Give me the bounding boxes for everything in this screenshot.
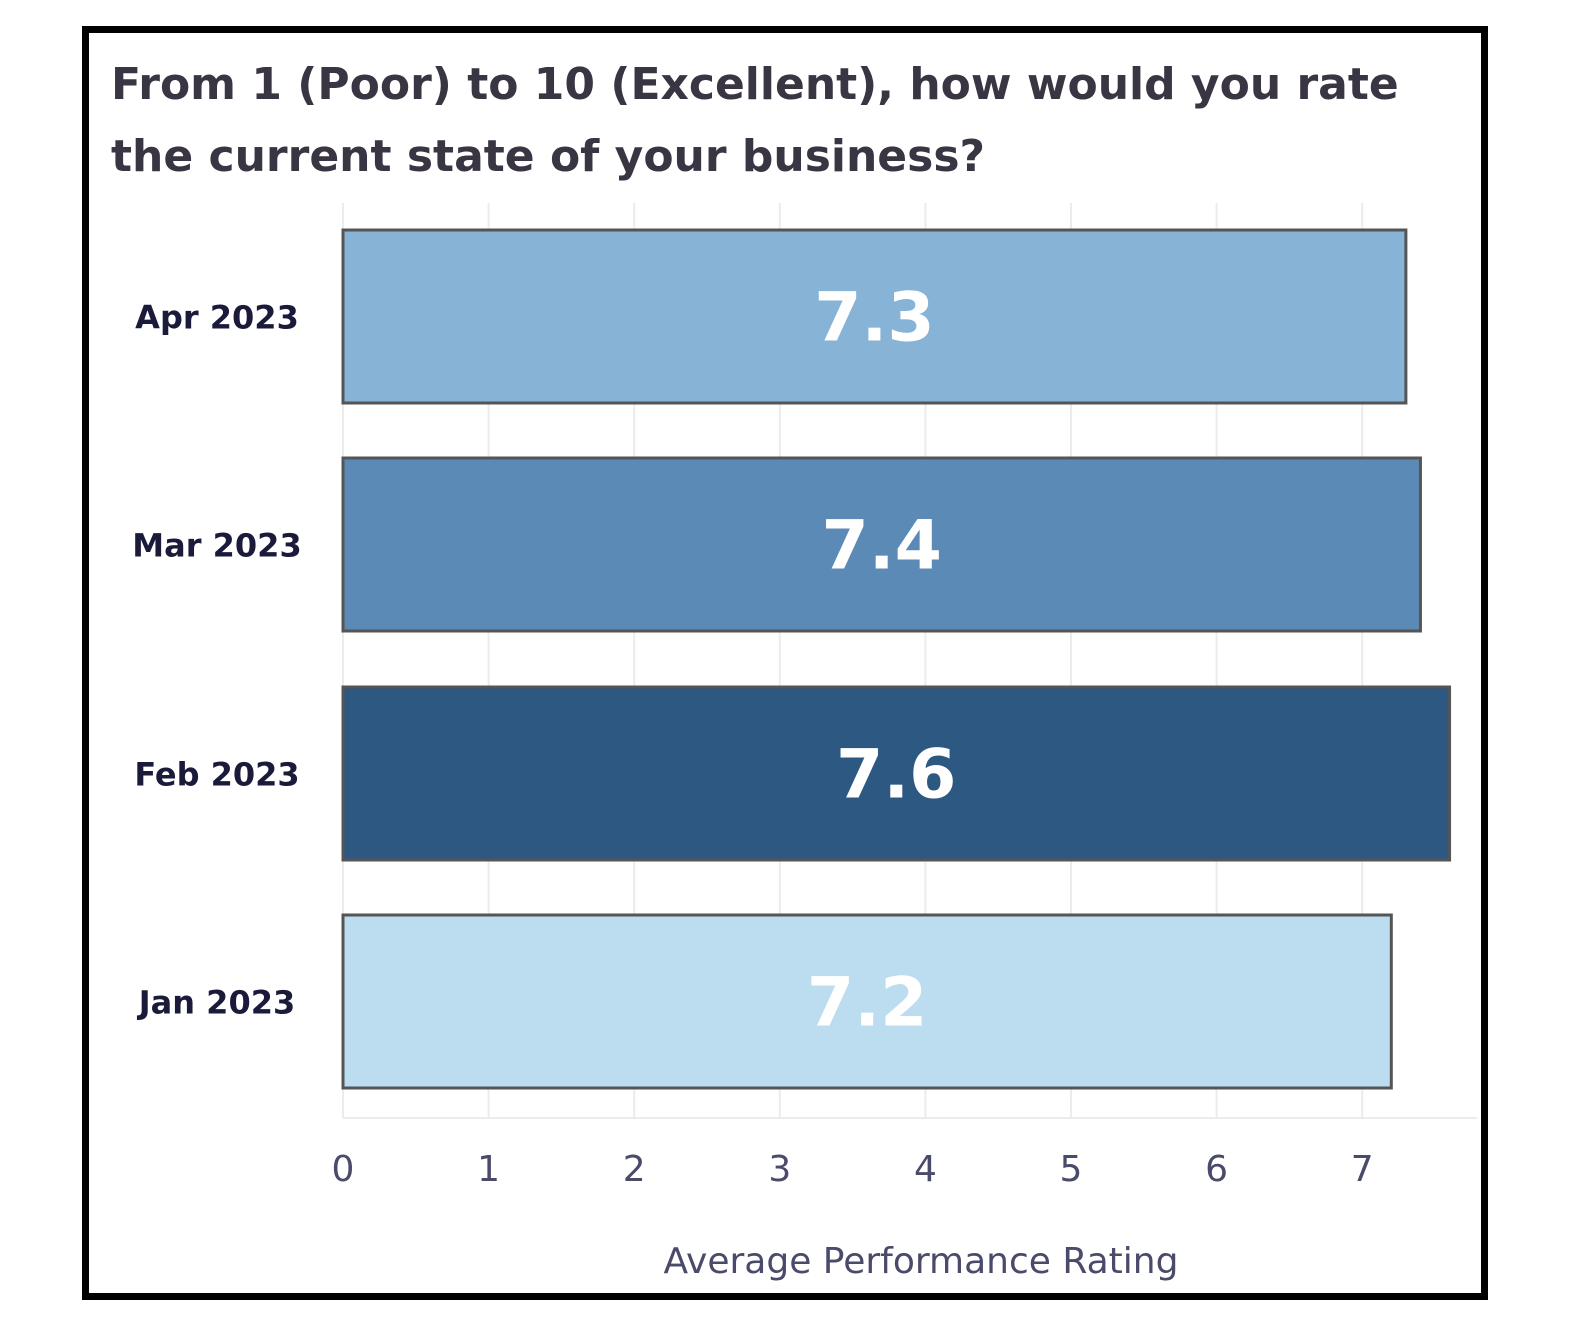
x-tick-label: 3 (768, 1149, 791, 1190)
x-tick-labels: 0 1 2 3 4 5 6 7 (332, 1149, 1374, 1190)
x-tick-label: 0 (332, 1149, 355, 1190)
category-label: Feb 2023 (134, 756, 299, 794)
bar (341, 913, 1393, 1090)
x-tick-label: 7 (1351, 1149, 1374, 1190)
category-label: Jan 2023 (137, 984, 295, 1022)
bar (341, 228, 1408, 405)
data-label: 7.3 (814, 279, 934, 358)
bar (341, 456, 1422, 633)
category-labels: Apr 2023 Mar 2023 Feb 2023 Jan 2023 (132, 299, 301, 1022)
chart-title: From 1 (Poor) to 10 (Excellent), how wou… (111, 59, 1399, 182)
data-label: 7.6 (836, 736, 956, 815)
category-label: Mar 2023 (132, 527, 301, 565)
bar (341, 685, 1452, 862)
x-tick-label: 6 (1205, 1149, 1228, 1190)
chart-frame: From 1 (Poor) to 10 (Excellent), how wou… (82, 26, 1488, 1300)
data-label: 7.2 (807, 964, 927, 1043)
data-label: 7.4 (821, 507, 941, 586)
x-axis-label: Average Performance Rating (664, 1241, 1179, 1282)
x-tick-label: 1 (477, 1149, 500, 1190)
bars: 7.3 7.4 7.6 7.2 (341, 228, 1452, 1090)
x-tick-label: 2 (623, 1149, 646, 1190)
x-tick-label: 4 (914, 1149, 937, 1190)
x-tick-label: 5 (1060, 1149, 1083, 1190)
category-label: Apr 2023 (135, 299, 299, 337)
bar-chart: 7.3 7.4 7.6 7.2 Apr 2023 Mar 2023 Feb 2023 Jan… (132, 203, 1477, 1282)
